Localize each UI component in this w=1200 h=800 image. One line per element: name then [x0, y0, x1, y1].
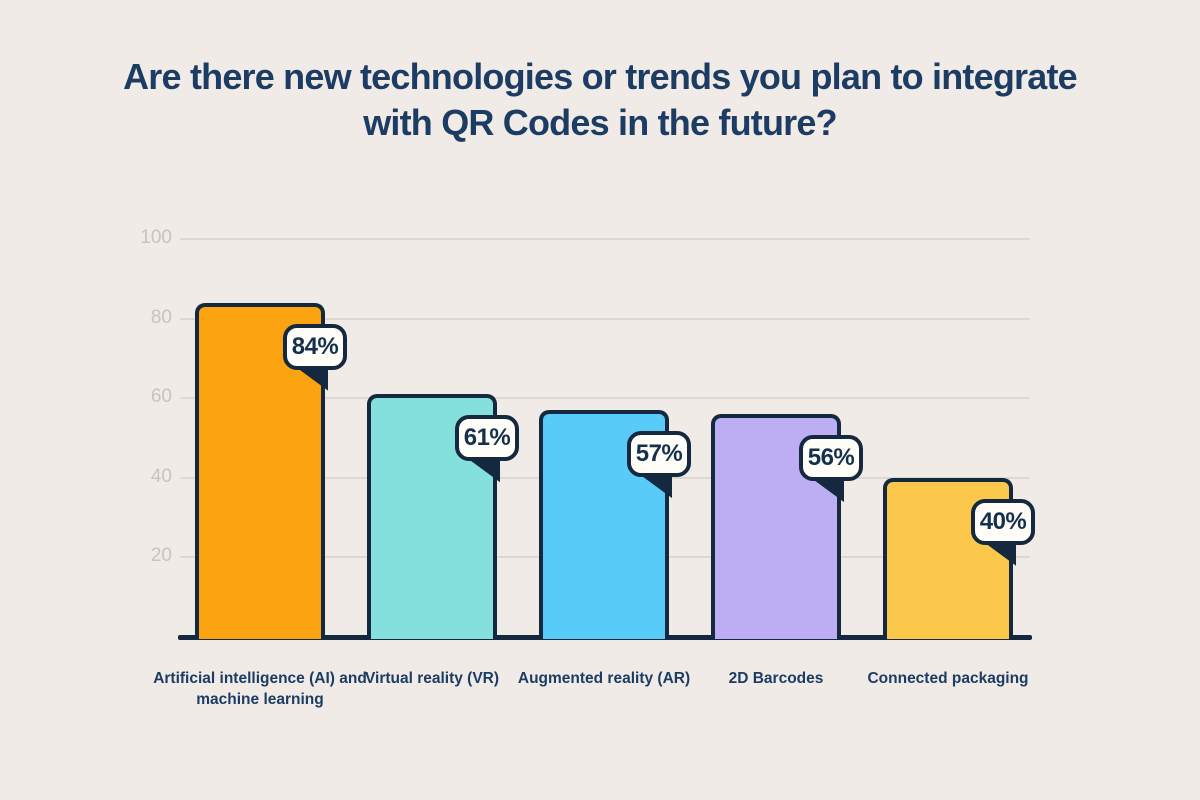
category-label: Artificial intelligence (AI) and machine… [153, 670, 367, 708]
gridline-60 [180, 397, 1030, 400]
y-axis-tick-label: 80 [150, 306, 172, 328]
value-bubble: 61% [455, 415, 519, 462]
chart-title: Are there new technologies or trends you… [0, 54, 1200, 146]
y-axis-tick-label: 20 [150, 545, 172, 567]
y-axis-tick-label: 60 [150, 386, 172, 408]
value-bubble: 84% [283, 323, 347, 370]
gridline-100 [180, 238, 1030, 240]
value-bubble: 40% [971, 498, 1035, 545]
chart-title-line-2: with QR Codes in the future? [363, 102, 837, 143]
chart-title-line-1: Are there new technologies or trends you… [123, 56, 1078, 97]
category-label: Augmented reality (AR) [517, 670, 691, 687]
value-bubble: 56% [799, 435, 863, 482]
y-axis-tick-label: 100 [140, 227, 172, 248]
y-axis-tick-label: 40 [150, 465, 172, 487]
category-label: Connected packaging [867, 670, 1029, 687]
category-label: Virtual reality (VR) [364, 670, 500, 687]
category-label: 2D Barcodes [728, 670, 824, 687]
value-bubble: 57% [627, 431, 691, 478]
gridline-80 [180, 317, 1030, 320]
